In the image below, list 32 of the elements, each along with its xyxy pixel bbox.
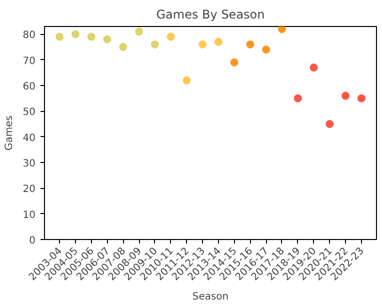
y-tick-label: 50 <box>22 107 36 118</box>
y-tick-label: 10 <box>22 210 36 221</box>
y-tick-label: 0 <box>29 236 36 246</box>
y-tick-label: 80 <box>22 30 36 42</box>
y-tick-label: 70 <box>22 56 36 67</box>
point <box>230 58 238 66</box>
y-tick-label: 60 <box>22 82 36 93</box>
point <box>150 40 159 48</box>
chart-title: Games By Season <box>156 8 265 22</box>
x-axis-title: Season <box>192 292 229 303</box>
point <box>198 40 207 48</box>
y-tick-label: 20 <box>22 184 36 196</box>
point <box>182 76 191 84</box>
point <box>246 40 254 48</box>
point <box>310 64 318 72</box>
point <box>262 46 270 54</box>
point <box>294 94 302 102</box>
point <box>326 120 334 128</box>
point <box>214 38 222 46</box>
point <box>119 43 128 52</box>
point <box>103 35 112 44</box>
y-tick-label: 30 <box>22 158 36 170</box>
point <box>342 92 350 100</box>
point <box>87 32 96 41</box>
point <box>166 32 175 41</box>
point <box>278 26 286 34</box>
point <box>357 94 366 102</box>
point <box>135 28 144 36</box>
point <box>71 30 80 38</box>
point <box>56 32 64 41</box>
y-tick-label: 40 <box>22 132 36 144</box>
y-axis-title: Games <box>4 116 15 150</box>
